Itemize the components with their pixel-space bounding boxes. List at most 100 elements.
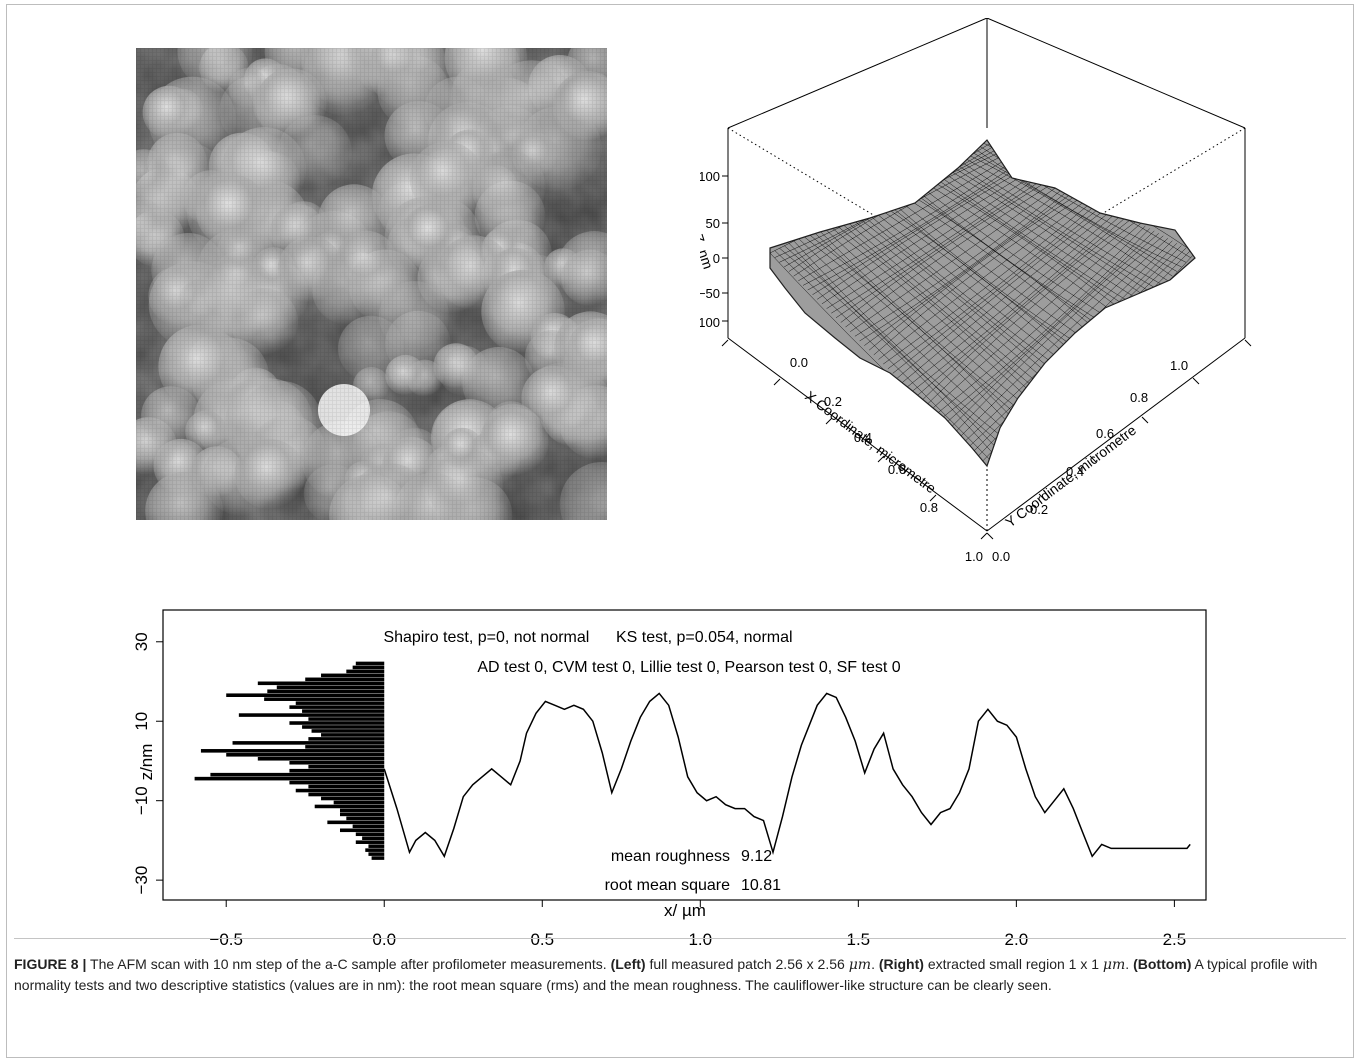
histogram-bar bbox=[362, 836, 385, 841]
histogram-bar bbox=[264, 697, 385, 701]
histogram-bar bbox=[308, 737, 385, 741]
caption-text: full measured patch 2.56 x 2.56 bbox=[645, 956, 849, 972]
z-tick-label: 100 bbox=[700, 169, 720, 184]
mesh-line bbox=[925, 220, 1137, 406]
histogram-bar bbox=[226, 693, 385, 697]
x-tick-label: 0.5 bbox=[530, 930, 554, 949]
histogram-bar bbox=[327, 820, 385, 825]
histogram-bar bbox=[368, 844, 385, 848]
histogram-bar bbox=[302, 709, 385, 713]
mesh-line bbox=[821, 225, 1037, 416]
mesh-line bbox=[812, 230, 1028, 425]
mesh-line bbox=[840, 216, 1055, 397]
y-tick-label: 0.4 bbox=[1066, 464, 1084, 479]
caption-left: (Left) bbox=[610, 956, 646, 972]
histogram-bar bbox=[289, 721, 385, 725]
caption-label: FIGURE 8 | bbox=[14, 956, 87, 972]
mesh-line bbox=[868, 201, 1083, 369]
rms-label: root mean square bbox=[605, 877, 731, 894]
profile-line bbox=[383, 692, 1191, 859]
x-tick-label: 0.0 bbox=[372, 930, 396, 949]
mesh-line bbox=[793, 152, 1010, 277]
mesh-line bbox=[793, 240, 1010, 443]
histogram-bar bbox=[289, 760, 385, 765]
mesh-line bbox=[779, 247, 997, 457]
z-tick-label: 0 bbox=[713, 251, 720, 266]
y-tick-label: 0.2 bbox=[1030, 502, 1048, 517]
mesh-line bbox=[944, 161, 1155, 295]
y-tick-label: 0.8 bbox=[1130, 390, 1148, 405]
histogram-bar bbox=[308, 717, 385, 721]
mesh-line bbox=[949, 159, 1159, 291]
histogram-bar bbox=[295, 701, 385, 705]
x-tick-label: 1.5 bbox=[847, 930, 871, 949]
mesh-line bbox=[845, 213, 1060, 393]
mesh-line bbox=[972, 147, 1182, 268]
x-tick-label: 1.0 bbox=[965, 549, 983, 564]
mesh-line bbox=[901, 183, 1114, 337]
histogram-bar bbox=[232, 741, 385, 745]
histogram-bar bbox=[302, 725, 385, 729]
mesh-line bbox=[920, 218, 1132, 402]
histogram-bar bbox=[355, 832, 385, 837]
mesh-line bbox=[906, 181, 1119, 332]
histogram-bar bbox=[257, 756, 385, 761]
figure-frame bbox=[6, 4, 1354, 1058]
y-tick-label: 30 bbox=[132, 632, 151, 651]
mesh-line bbox=[821, 166, 1037, 305]
histogram-bar bbox=[352, 824, 385, 829]
rms-value: 10.81 bbox=[741, 877, 781, 894]
mesh-line bbox=[873, 193, 1087, 356]
mesh-line bbox=[864, 188, 1078, 346]
mesh-line bbox=[831, 171, 1046, 314]
mesh-line bbox=[854, 208, 1069, 383]
caption-bottom: (Bottom) bbox=[1133, 956, 1192, 972]
mesh-line bbox=[817, 228, 1033, 420]
x-tick-label: 1.0 bbox=[688, 930, 712, 949]
mesh-line bbox=[859, 206, 1074, 379]
mesh-line bbox=[854, 184, 1069, 337]
profile-x-axis bbox=[225, 899, 1175, 907]
y-tick-label: 0.0 bbox=[992, 549, 1010, 564]
histogram-bar bbox=[333, 800, 385, 805]
histogram-bar bbox=[200, 749, 385, 753]
profile-y-label: z/nm bbox=[137, 744, 156, 781]
histogram-bar bbox=[276, 685, 385, 690]
y-tick-label: 1.0 bbox=[1170, 358, 1188, 373]
normality-tests-line2: AD test 0, CVM test 0, Lillie test 0, Pe… bbox=[477, 659, 900, 676]
y-tick-label: 10 bbox=[132, 712, 151, 731]
mean-roughness-label: mean roughness bbox=[611, 848, 730, 865]
mesh-line bbox=[949, 233, 1159, 430]
mesh-line bbox=[925, 171, 1137, 314]
mesh-line bbox=[868, 191, 1083, 351]
mesh-line bbox=[906, 211, 1119, 388]
histogram-bar bbox=[311, 729, 385, 733]
mesh-line bbox=[892, 203, 1105, 374]
profile-y-axis: −30 −10 10 30 bbox=[132, 632, 164, 895]
mesh-line bbox=[802, 235, 1019, 434]
mesh-line bbox=[920, 174, 1132, 318]
mesh-line bbox=[887, 201, 1101, 370]
histogram-bar bbox=[321, 673, 385, 678]
mesh-line bbox=[887, 191, 1101, 351]
y-axis bbox=[986, 339, 1252, 540]
histogram-bar bbox=[308, 792, 385, 797]
x-tick-label: 0.0 bbox=[790, 355, 808, 370]
histogram-bar bbox=[289, 705, 385, 709]
mean-roughness-value: 9.12 bbox=[741, 848, 772, 865]
surface-mesh-fill bbox=[769, 139, 1196, 468]
mesh-line bbox=[873, 198, 1087, 365]
mesh-line bbox=[944, 230, 1155, 425]
mesh-line bbox=[930, 223, 1141, 411]
x-tick-label: 0.8 bbox=[920, 500, 938, 515]
histogram-bar bbox=[339, 808, 385, 813]
mesh-line bbox=[864, 203, 1078, 374]
mesh-line bbox=[897, 206, 1110, 379]
figure-caption: FIGURE 8 | The AFM scan with 10 nm step … bbox=[14, 938, 1346, 1048]
surface-plot: 100 50 0 −50 −100 Z, nm 0.0 0.2 0.4 0.6 … bbox=[700, 18, 1252, 564]
mesh-line bbox=[883, 193, 1096, 356]
x-axis bbox=[721, 339, 988, 540]
x-axis-label: X Coordinate, micrometre bbox=[802, 388, 939, 497]
caption-text: A typical profile with normality tests a… bbox=[14, 956, 1318, 993]
mesh-line bbox=[967, 149, 1178, 272]
